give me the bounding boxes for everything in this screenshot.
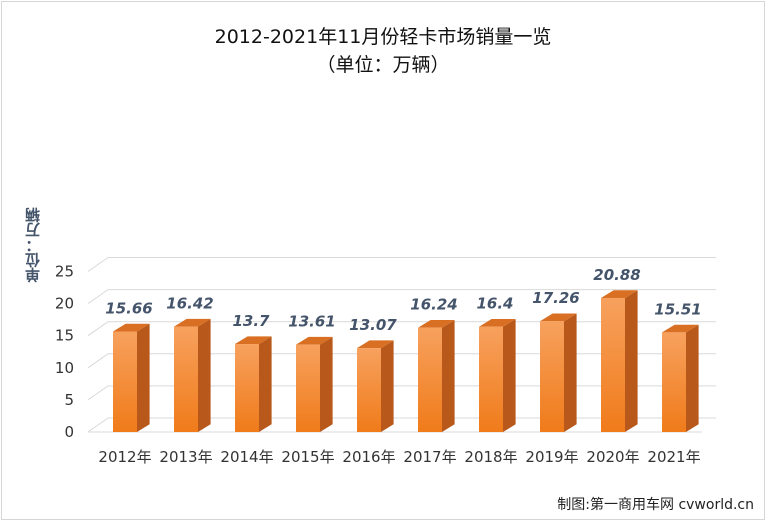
data-label: 20.88 — [593, 266, 640, 284]
y-tick-label: 25 — [55, 263, 74, 281]
bar-front — [174, 326, 198, 432]
bar-side — [625, 290, 638, 432]
data-label: 13.7 — [232, 312, 270, 330]
data-labels: 15.66 16.42 13.7 13.61 13.07 16.24 16.4 17.26 20… — [105, 266, 701, 334]
bars — [113, 290, 699, 432]
gridline-depth — [87, 289, 109, 305]
bar-front — [296, 344, 320, 432]
data-label: 13.61 — [288, 313, 335, 331]
gridline-depth — [87, 321, 109, 337]
y-tick-label: 15 — [55, 327, 74, 345]
x-tick-label: 2016年 — [342, 448, 395, 466]
data-label: 15.51 — [654, 300, 701, 318]
gridline-depth — [87, 353, 109, 369]
bar-top — [174, 318, 211, 327]
data-label: 16.4 — [476, 295, 513, 313]
bar-side — [137, 323, 150, 432]
y-tick-label: 20 — [55, 295, 74, 313]
bar-front — [479, 326, 503, 432]
data-label: 16.42 — [166, 295, 213, 313]
chart-subtitle: （单位：万辆） — [316, 54, 450, 76]
chart-credit: 制图:第一商用车网 cvworld.cn — [557, 497, 754, 513]
chart-title: 2012-2021年11月份轻卡市场销量一览 — [214, 26, 552, 48]
y-axis-label-text: 单位：万辆 — [24, 207, 42, 283]
bar — [479, 319, 516, 432]
y-tick-label: 0 — [64, 423, 74, 441]
bar — [357, 340, 394, 432]
x-tick-label: 2020年 — [586, 448, 639, 466]
y-axis-ticks: 0 5 10 15 20 25 — [55, 263, 74, 442]
x-tick-label: 2013年 — [159, 448, 212, 466]
x-axis-ticks: 2012年 2013年 2014年 2015年 2016年 2017年 2018年 2019年… — [98, 448, 700, 466]
bar-front — [357, 348, 381, 432]
bar-front — [235, 344, 259, 432]
bar — [235, 336, 272, 432]
data-label: 16.24 — [410, 296, 457, 314]
bar-front — [540, 321, 564, 432]
bar-front — [662, 332, 686, 432]
gridline-depth — [87, 257, 109, 272]
bar — [540, 313, 577, 432]
bar-top — [235, 336, 272, 345]
x-tick-label: 2017年 — [403, 448, 456, 466]
x-tick-label: 2014年 — [220, 448, 273, 466]
data-label: 17.26 — [532, 289, 579, 307]
bar-front — [418, 327, 442, 432]
bar-top — [662, 324, 699, 333]
bar-top — [540, 313, 577, 322]
x-tick-label: 2015年 — [281, 448, 334, 466]
y-tick-label: 5 — [64, 391, 74, 409]
bar-side — [259, 336, 272, 432]
gridline-depth — [87, 417, 109, 433]
bar — [113, 323, 150, 432]
bar-front — [113, 331, 137, 432]
bar — [601, 290, 638, 432]
bar-top — [601, 290, 638, 298]
bar-top — [418, 320, 455, 328]
bar-side — [320, 336, 333, 432]
bar-front — [601, 297, 625, 432]
x-tick-label: 2012年 — [98, 448, 151, 466]
bar-top — [479, 319, 516, 327]
y-axis-label: 单位：万辆 — [21, 208, 43, 283]
bar — [418, 320, 455, 432]
bar-side — [564, 313, 577, 432]
bar-side — [686, 324, 699, 432]
bar-side — [381, 340, 394, 432]
bar-side — [503, 319, 516, 432]
bar-top — [296, 336, 333, 345]
gridline-depth — [87, 385, 109, 401]
bar-top — [113, 323, 150, 332]
bar — [662, 324, 699, 432]
x-tick-label: 2021年 — [647, 448, 700, 466]
x-tick-label: 2018年 — [464, 448, 517, 466]
bar-side — [442, 320, 455, 432]
x-tick-label: 2019年 — [525, 448, 578, 466]
bar — [296, 336, 333, 432]
bar-top — [357, 340, 394, 349]
bar — [174, 318, 211, 432]
bar-side — [198, 318, 211, 432]
data-label: 15.66 — [105, 299, 152, 317]
y-tick-label: 10 — [55, 359, 74, 377]
data-label: 13.07 — [349, 316, 397, 334]
